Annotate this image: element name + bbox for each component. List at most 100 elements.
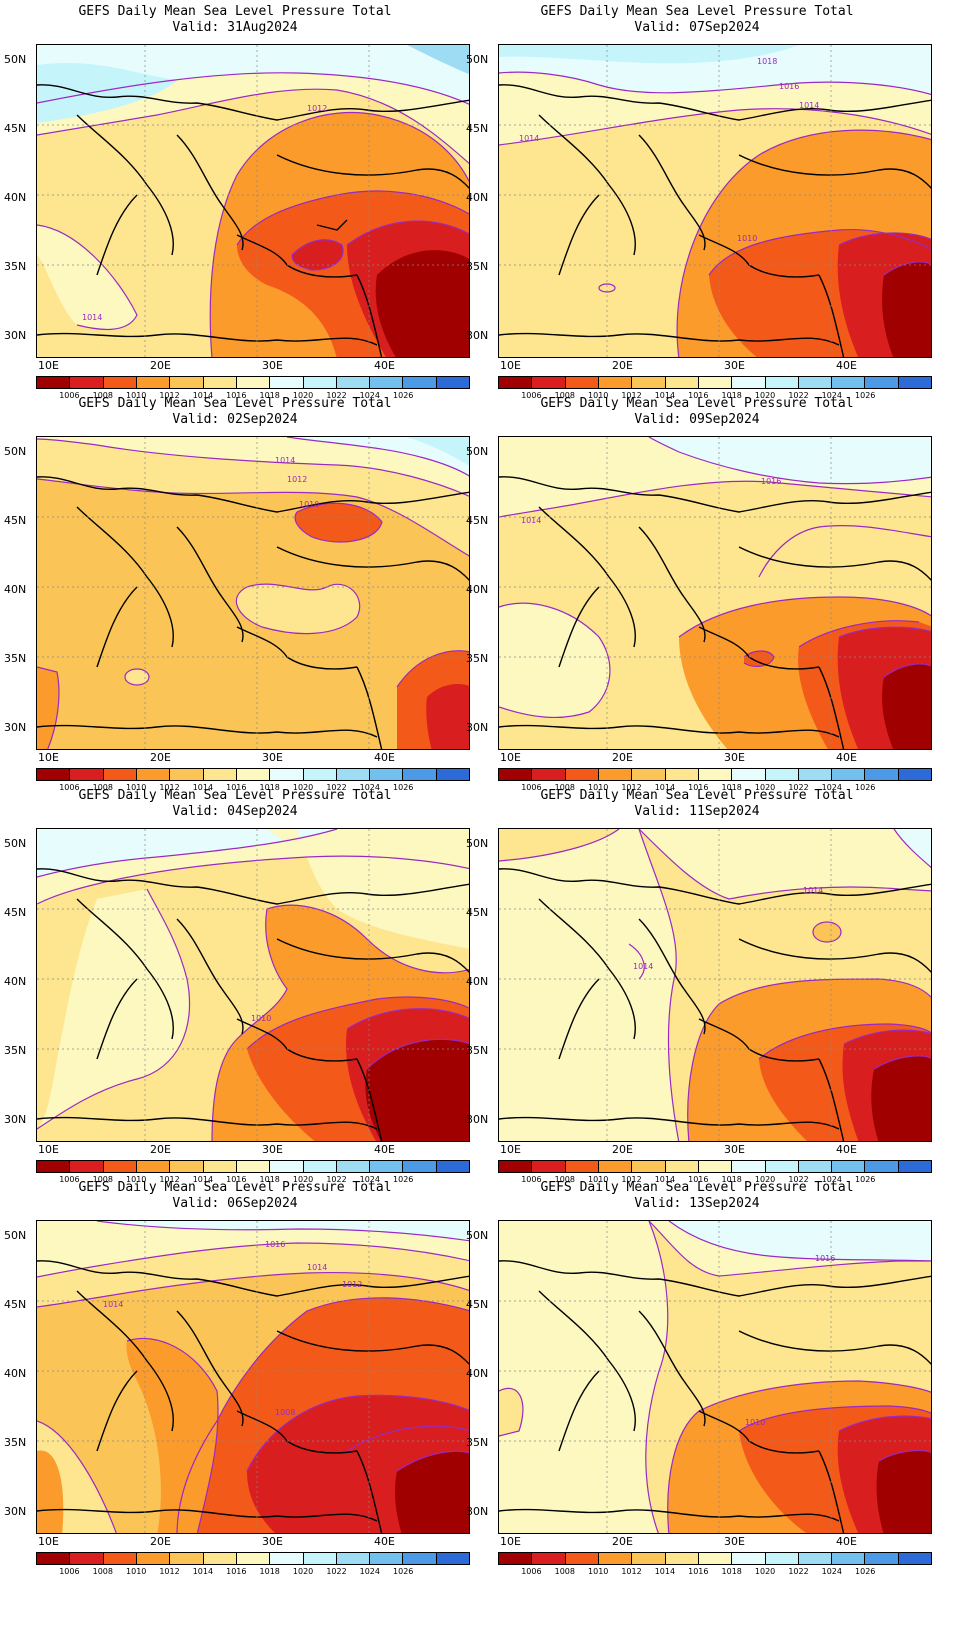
- lat-label: 30N: [4, 329, 27, 342]
- lat-label: 30N: [466, 329, 489, 342]
- lat-label: 45N: [4, 1298, 27, 1311]
- colorbar-tick-label: 1014: [192, 1567, 214, 1576]
- colorbar-labels: 1006 1008 1010 1012 1014 1016 1018 1020 …: [36, 783, 470, 793]
- colorbar-swatch: [203, 1553, 237, 1564]
- colorbar-swatch: [499, 1553, 533, 1564]
- pressure-map: 1016 1010: [498, 1220, 932, 1534]
- colorbar-swatch: [532, 1161, 566, 1172]
- colorbar-tick-label: 1012: [621, 783, 642, 792]
- colorbar: [498, 768, 932, 781]
- valid-date: Valid: 13Sep2024: [634, 1196, 760, 1211]
- lat-label: 35N: [466, 652, 489, 665]
- lat-label: 40N: [466, 583, 489, 596]
- colorbar-swatch: [565, 769, 599, 780]
- contour-label: 1014: [519, 134, 539, 143]
- colorbar-swatch: [598, 1553, 633, 1564]
- lon-label: 40E: [374, 751, 395, 764]
- colorbar-swatch: [632, 1161, 666, 1172]
- colorbar-swatch: [532, 769, 566, 780]
- colorbar-tick-label: 1020: [754, 1567, 776, 1576]
- lat-label: 50N: [4, 445, 27, 458]
- lat-label: 50N: [4, 53, 27, 66]
- lon-label: 40E: [374, 1535, 395, 1548]
- lat-label: 35N: [4, 1044, 27, 1057]
- lat-label: 30N: [466, 1113, 489, 1126]
- colorbar-swatch: [632, 377, 666, 388]
- lon-label: 30E: [724, 359, 745, 372]
- contour-label: 1010: [737, 234, 757, 243]
- lon-label: 30E: [262, 1535, 283, 1548]
- colorbar-tick-label: 1010: [126, 1175, 147, 1184]
- map-panel-04sep: GEFS Daily Mean Sea Level Pressure Total…: [0, 784, 470, 1184]
- colorbar-swatch: [898, 1553, 932, 1564]
- map-panel-09sep: GEFS Daily Mean Sea Level Pressure Total…: [462, 392, 932, 792]
- colorbar: [36, 376, 470, 389]
- colorbar-swatch: [598, 377, 633, 388]
- colorbar-tick-label: 1010: [588, 783, 609, 792]
- contour-label: 1012: [307, 104, 327, 113]
- colorbar-tick-label: 1022: [326, 1567, 347, 1576]
- lon-label: 30E: [724, 1535, 745, 1548]
- colorbar-swatch: [170, 769, 204, 780]
- pressure-map: 1014 1014: [498, 828, 932, 1142]
- colorbar-swatch: [37, 769, 71, 780]
- lon-label: 30E: [262, 1143, 283, 1156]
- title-line: GEFS Daily Mean Sea Level Pressure Total: [78, 788, 392, 803]
- colorbar-swatch: [203, 1161, 237, 1172]
- lat-label: 40N: [466, 1367, 489, 1380]
- colorbar-labels: 1006 1008 1010 1012 1014 1016 1018 1020 …: [498, 1567, 932, 1577]
- colorbar-swatch: [765, 1161, 799, 1172]
- colorbar-tick-label: 1026: [393, 783, 414, 792]
- contour-label: 1010: [745, 1418, 765, 1427]
- colorbar-swatch: [270, 769, 304, 780]
- colorbar-swatch: [898, 1161, 932, 1172]
- colorbar-tick-label: 1026: [855, 1175, 876, 1184]
- colorbar-tick-label: 1012: [621, 1567, 642, 1576]
- colorbar-swatch: [436, 769, 470, 780]
- colorbar-swatch: [798, 769, 833, 780]
- contour-label: 1012: [342, 1280, 362, 1289]
- panel-title: GEFS Daily Mean Sea Level Pressure Total…: [0, 396, 470, 428]
- colorbar-swatch: [170, 377, 204, 388]
- lat-label: 35N: [4, 652, 27, 665]
- lat-label: 40N: [4, 1367, 27, 1380]
- title-line: GEFS Daily Mean Sea Level Pressure Total: [540, 1180, 854, 1195]
- colorbar-tick-label: 1006: [59, 783, 80, 792]
- colorbar-swatch: [170, 1553, 204, 1564]
- pressure-map: 1014 1012 1010: [36, 436, 470, 750]
- pressure-map: 1018 1016 1014 1014 1010: [498, 44, 932, 358]
- contour-label: 1014: [275, 456, 295, 465]
- contour-label: 1008: [275, 1408, 295, 1417]
- colorbar-swatch: [665, 1553, 699, 1564]
- colorbar-swatch: [103, 1553, 137, 1564]
- colorbar: [498, 1160, 932, 1173]
- colorbar-tick-label: 1014: [654, 391, 676, 400]
- map-panel-31aug: GEFS Daily Mean Sea Level Pressure Total…: [0, 0, 470, 400]
- colorbar-tick-label: 1018: [259, 1567, 280, 1576]
- colorbar-swatch: [665, 377, 699, 388]
- colorbar-swatch: [236, 769, 271, 780]
- colorbar-swatch: [70, 1553, 104, 1564]
- colorbar-tick-label: 1014: [192, 783, 214, 792]
- colorbar-swatch: [37, 377, 71, 388]
- lon-label: 10E: [500, 1535, 521, 1548]
- lat-label: 30N: [466, 721, 489, 734]
- title-line: GEFS Daily Mean Sea Level Pressure Total: [540, 396, 854, 411]
- panel-title: GEFS Daily Mean Sea Level Pressure Total…: [462, 4, 932, 36]
- colorbar-swatch: [270, 1553, 304, 1564]
- colorbar-swatch: [103, 1161, 137, 1172]
- colorbar-swatch: [303, 377, 337, 388]
- colorbar-swatch: [236, 1553, 271, 1564]
- colorbar-swatch: [632, 769, 666, 780]
- colorbar-swatch: [270, 1161, 304, 1172]
- contour-label: 1018: [757, 57, 777, 66]
- lat-label: 50N: [466, 53, 489, 66]
- colorbar-tick-label: 1010: [126, 1567, 147, 1576]
- lat-label: 30N: [4, 1113, 27, 1126]
- valid-date: Valid: 31Aug2024: [172, 20, 298, 35]
- pressure-map: 1010: [36, 828, 470, 1142]
- pressure-map: 1012 1014: [36, 44, 470, 358]
- colorbar-swatch: [565, 1161, 599, 1172]
- colorbar-swatch: [565, 377, 599, 388]
- colorbar-tick-label: 1014: [654, 783, 676, 792]
